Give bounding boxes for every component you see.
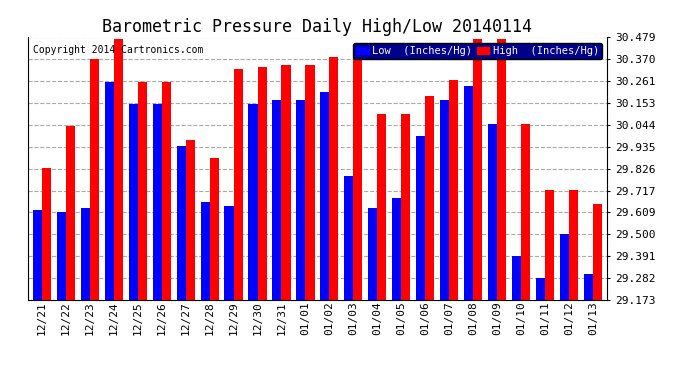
Bar xyxy=(128,104,138,300)
Bar xyxy=(320,92,329,300)
Bar xyxy=(377,114,386,300)
Bar xyxy=(368,208,377,300)
Bar xyxy=(306,66,315,300)
Bar xyxy=(329,57,339,300)
Bar xyxy=(401,114,411,300)
Bar xyxy=(545,190,554,300)
Bar xyxy=(344,176,353,300)
Bar xyxy=(186,140,195,300)
Bar xyxy=(90,59,99,300)
Bar xyxy=(464,86,473,300)
Bar xyxy=(449,80,458,300)
Bar xyxy=(57,212,66,300)
Bar xyxy=(33,210,42,300)
Bar xyxy=(152,104,161,300)
Bar xyxy=(392,198,401,300)
Bar xyxy=(114,39,123,300)
Bar xyxy=(473,39,482,300)
Bar xyxy=(560,234,569,300)
Bar xyxy=(353,57,362,300)
Bar xyxy=(177,146,186,300)
Bar xyxy=(81,208,90,300)
Bar xyxy=(488,124,497,300)
Bar xyxy=(234,69,243,300)
Bar xyxy=(497,39,506,300)
Legend: Low  (Inches/Hg), High  (Inches/Hg): Low (Inches/Hg), High (Inches/Hg) xyxy=(353,43,602,59)
Bar xyxy=(224,206,234,300)
Text: Copyright 2014 Cartronics.com: Copyright 2014 Cartronics.com xyxy=(33,45,204,56)
Bar xyxy=(138,81,147,300)
Bar xyxy=(273,100,282,300)
Bar xyxy=(569,190,578,300)
Bar xyxy=(521,124,530,300)
Bar xyxy=(282,66,290,300)
Bar xyxy=(210,158,219,300)
Bar xyxy=(42,168,51,300)
Title: Barometric Pressure Daily High/Low 20140114: Barometric Pressure Daily High/Low 20140… xyxy=(102,18,533,36)
Bar xyxy=(512,256,521,300)
Bar xyxy=(161,81,171,300)
Bar xyxy=(416,136,425,300)
Bar xyxy=(257,68,266,300)
Bar xyxy=(440,100,449,300)
Bar xyxy=(536,279,545,300)
Bar xyxy=(296,100,306,300)
Bar xyxy=(584,274,593,300)
Bar xyxy=(105,81,114,300)
Bar xyxy=(425,96,434,300)
Bar xyxy=(248,104,257,300)
Bar xyxy=(593,204,602,300)
Bar xyxy=(66,126,75,300)
Bar xyxy=(201,202,210,300)
